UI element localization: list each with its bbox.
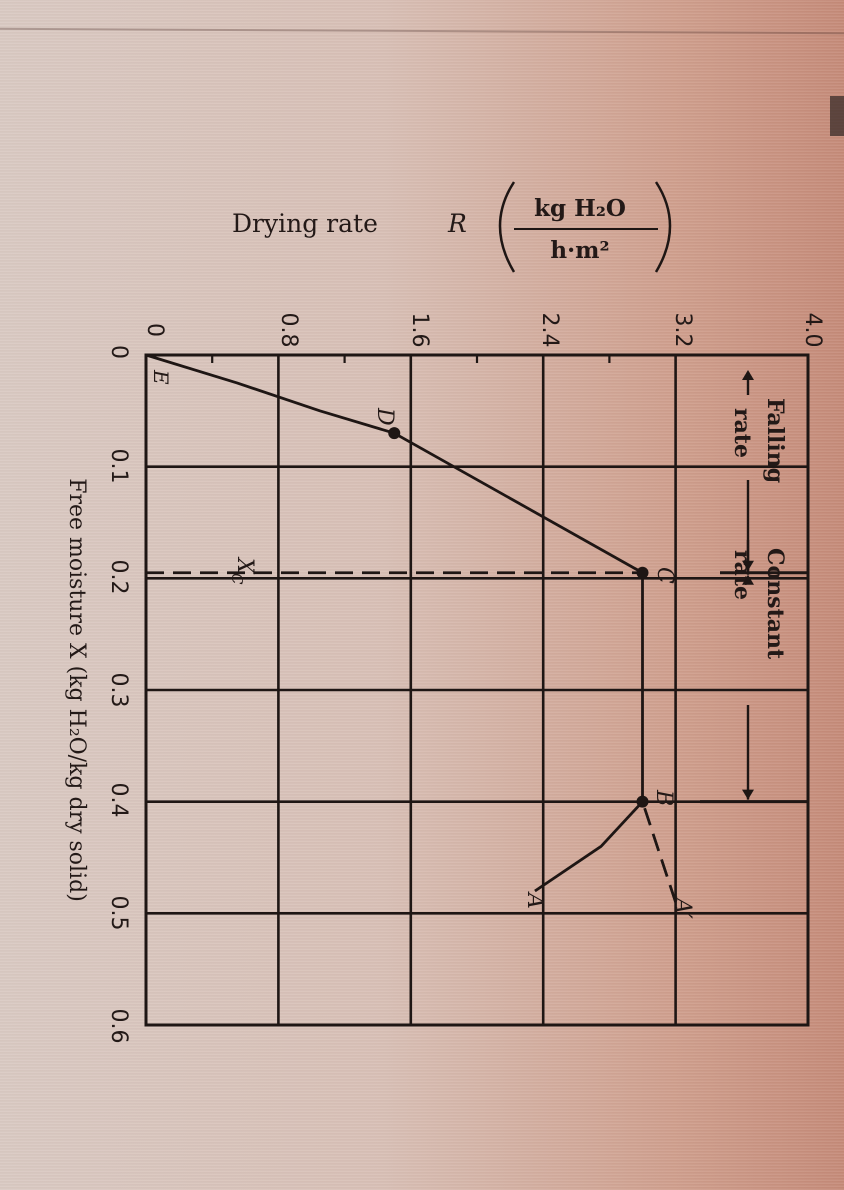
series-line xyxy=(145,353,644,893)
region-constant-rate: Constant rate xyxy=(729,548,788,660)
x-origin-label: 0 xyxy=(106,345,131,359)
label-B: B xyxy=(651,789,676,806)
label-A-prime: A′ xyxy=(670,896,695,919)
constant-label-1: Constant xyxy=(762,548,788,660)
arrowhead xyxy=(742,574,754,585)
y-axis-tick-labels: 0.8 1.6 2.4 3.2 4.0 0 xyxy=(142,313,825,348)
y-axis-title: Drying rate R kg H₂O h·m² xyxy=(232,181,672,273)
x-tick-label: 0.2 xyxy=(106,560,131,595)
y-axis-title-text: Drying rate xyxy=(232,209,378,238)
region-falling-rate: Falling rate xyxy=(729,398,788,483)
x-axis-title: Free moisture X (kg H₂O/kg dry solid) xyxy=(64,478,89,902)
label-Xc: X C xyxy=(228,556,257,585)
label-E: E xyxy=(149,369,173,385)
arrowhead xyxy=(742,789,754,800)
x-tick-label: 0.5 xyxy=(106,896,131,931)
y-tick-label: 4.0 xyxy=(800,313,825,348)
y-tick-label: 3.2 xyxy=(670,313,695,348)
x-tick-label: 0.6 xyxy=(106,1009,131,1044)
chart-grid xyxy=(144,353,810,1027)
constant-label-2: rate xyxy=(729,550,755,600)
y-tick-label: 0.8 xyxy=(276,313,301,348)
label-A: A xyxy=(522,891,547,909)
label-C: C xyxy=(652,567,677,584)
chart-series xyxy=(145,353,677,903)
arrowhead xyxy=(742,560,754,571)
cropped-text-fragment xyxy=(830,96,844,136)
falling-label-2: rate xyxy=(729,408,755,458)
point-marker xyxy=(636,566,649,579)
region-arrows xyxy=(700,370,808,804)
y-unit-denominator: h·m² xyxy=(550,237,609,264)
y-tick-label: 1.6 xyxy=(407,313,432,348)
left-paren xyxy=(498,181,516,273)
series-line xyxy=(641,801,677,903)
x-tick-label: 0.4 xyxy=(106,783,131,818)
y-origin-label: 0 xyxy=(142,323,167,337)
label-D: D xyxy=(372,407,397,426)
falling-label-1: Falling xyxy=(762,398,788,483)
label-Xc-main: X xyxy=(232,556,257,575)
point-marker xyxy=(388,427,401,440)
x-tick-label: 0.1 xyxy=(106,449,131,484)
arrowhead xyxy=(742,370,754,380)
y-axis-title-symbol: R xyxy=(447,209,467,238)
y-tick-label: 2.4 xyxy=(537,313,562,348)
point-labels: A A′ B C D E X C xyxy=(149,369,695,919)
label-Xc-sub: C xyxy=(228,573,246,585)
point-marker xyxy=(636,795,649,808)
chart-point-markers xyxy=(388,427,649,808)
y-unit-numerator: kg H₂O xyxy=(534,195,626,222)
right-paren xyxy=(654,181,672,273)
x-tick-label: 0.3 xyxy=(106,673,131,708)
x-axis-tick-labels: 0 0.1 0.2 0.3 0.4 0.5 0.6 xyxy=(106,345,131,1044)
